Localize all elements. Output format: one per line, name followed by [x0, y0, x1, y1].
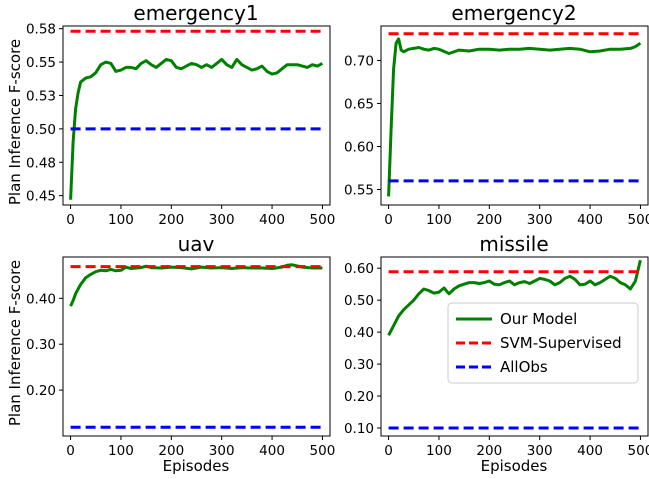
emergency1-x-tick-label-3: 300 [209, 212, 235, 228]
missile-x-tick-label-1: 100 [426, 443, 452, 459]
panel-title-uav: uav [178, 232, 215, 256]
missile-x-tick-label-2: 200 [476, 443, 502, 459]
y-axis-label-bottom: Plan Inference F-score [6, 260, 24, 426]
emergency2-y-tick-label-1: 0.60 [344, 139, 374, 155]
x-axis-label-uav: Episodes [163, 457, 230, 475]
emergency1-x-tick-label-5: 500 [310, 212, 336, 228]
missile-y-tick-label-4: 0.50 [344, 293, 374, 309]
emergency2-x-tick-label-0: 0 [384, 212, 393, 228]
missile-x-tick-label-0: 0 [384, 443, 393, 459]
uav-x-tick-label-0: 0 [66, 443, 75, 459]
missile-x-tick-label-3: 300 [527, 443, 553, 459]
uav-series-our-model [69, 263, 323, 307]
missile-y-tick-label-0: 0.10 [344, 421, 374, 437]
panel-title-emergency1: emergency1 [133, 1, 258, 25]
emergency1-x-tick-label-2: 200 [158, 212, 184, 228]
uav-plot-frame [62, 256, 331, 437]
emergency2-x-tick-label-2: 200 [476, 212, 502, 228]
missile-x-tick-label-5: 500 [628, 443, 649, 459]
emergency2-x-tick-label-1: 100 [426, 212, 452, 228]
emergency1-plot-frame [62, 25, 331, 206]
missile-y-tick-label-1: 0.20 [344, 389, 374, 405]
emergency2-x-tick-label-5: 500 [628, 212, 649, 228]
legend: Our Model SVM-Supervised AllObs [447, 302, 639, 384]
y-axis-label-top: Plan Inference F-score [6, 39, 24, 205]
missile-y-tick-label-2: 0.30 [344, 357, 374, 373]
missile-plot-frame [380, 256, 649, 437]
emergency2-y-tick-label-3: 0.70 [344, 53, 374, 69]
panel-missile: missile 0 100 200 300 400 500 0.10 0.20 0.30 0.40… [344, 232, 649, 459]
panel-emergency1: emergency1 0 100 200 300 400 500 0.45 0.48 0.50 0… [26, 1, 335, 228]
emergency1-x-tick-label-4: 400 [259, 212, 285, 228]
emergency1-x-tick-label-1: 100 [108, 212, 134, 228]
emergency1-y-tick-label-4: 0.55 [26, 55, 56, 71]
uav-x-tick-label-5: 500 [310, 443, 336, 459]
emergency1-y-tick-label-2: 0.50 [26, 122, 56, 138]
missile-y-tick-label-5: 0.60 [344, 261, 374, 277]
uav-y-tick-label-2: 0.40 [26, 291, 56, 307]
legend-label-allobs: AllObs [500, 358, 548, 376]
legend-label-svm-supervised: SVM-Supervised [500, 334, 622, 352]
panel-title-emergency2: emergency2 [451, 1, 576, 25]
emergency1-y-tick-label-3: 0.53 [26, 88, 56, 104]
emergency2-plot-frame [380, 25, 649, 206]
legend-label-our-model: Our Model [500, 310, 577, 328]
panel-emergency2: emergency2 0 100 200 300 400 500 0.55 0.60 0.65 0… [344, 1, 649, 228]
uav-x-tick-label-1: 100 [108, 443, 134, 459]
missile-x-tick-label-4: 400 [577, 443, 603, 459]
panel-title-missile: missile [479, 232, 548, 256]
legend-frame [447, 302, 639, 384]
emergency1-y-tick-label-0: 0.45 [26, 189, 56, 205]
x-axis-label-missile: Episodes [481, 457, 548, 475]
uav-x-tick-label-3: 300 [209, 443, 235, 459]
emergency2-series-our-model [387, 37, 642, 197]
missile-series-our-model [387, 259, 642, 336]
uav-y-tick-label-1: 0.30 [26, 337, 56, 353]
emergency1-series-our-model [69, 57, 324, 200]
panel-uav: uav 0 100 200 300 400 500 0.20 0.30 0.40 [26, 232, 335, 459]
emergency2-x-tick-label-4: 400 [577, 212, 603, 228]
uav-y-tick-label-0: 0.20 [26, 383, 56, 399]
emergency2-y-tick-label-0: 0.55 [344, 183, 374, 199]
emergency2-x-tick-label-3: 300 [527, 212, 553, 228]
emergency1-y-tick-label-1: 0.48 [26, 155, 56, 171]
uav-x-tick-label-4: 400 [259, 443, 285, 459]
emergency1-y-tick-label-5: 0.58 [26, 22, 56, 38]
emergency1-x-tick-label-0: 0 [66, 212, 75, 228]
missile-y-tick-label-3: 0.40 [344, 325, 374, 341]
uav-x-tick-label-2: 200 [158, 443, 184, 459]
emergency2-y-tick-label-2: 0.65 [344, 96, 374, 112]
